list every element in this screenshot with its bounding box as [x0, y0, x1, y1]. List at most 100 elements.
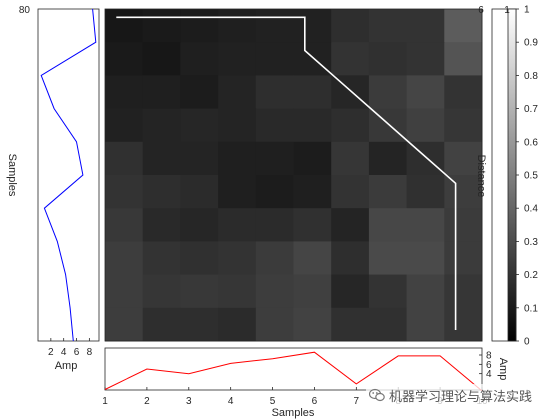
heatmap-cell [218, 75, 257, 110]
colorbar-tick-label: 0 [524, 337, 530, 348]
heatmap-cell [331, 307, 370, 342]
heatmap-cell [293, 274, 332, 309]
heatmap-cell [218, 241, 257, 276]
heatmap-cell [142, 208, 181, 242]
heatmap-cell [255, 241, 294, 276]
heatmap-cell [180, 141, 219, 176]
heatmap-cell [105, 175, 144, 209]
heatmap-cell [368, 9, 408, 43]
heatmap-cell [444, 307, 483, 342]
heatmap-cell [293, 75, 332, 110]
colorbar-tick-label: 0.7 [524, 104, 538, 115]
left-series-line [40, 8, 97, 342]
heatmap-cell [180, 108, 219, 143]
heatmap-cell [180, 175, 219, 209]
heatmap-cell [255, 307, 294, 342]
heatmap-cell [255, 274, 294, 309]
left-tick-label: 4 [61, 347, 67, 358]
bottom-x-tick-label: 7 [354, 396, 360, 407]
heatmap-cell [368, 75, 408, 110]
heatmap-cell [293, 141, 332, 176]
heatmap-cell [105, 141, 144, 176]
bottom-y-tick-label: 4 [486, 369, 492, 380]
heatmap-cell [293, 42, 332, 76]
bottom-x-tick-label: 4 [228, 396, 234, 407]
heatmap-cell [142, 141, 181, 176]
heatmap-cell [142, 175, 181, 209]
heatmap-cell [142, 307, 181, 342]
heatmap-cell [444, 9, 483, 43]
heatmap-cell [105, 307, 144, 342]
bottom-y-tick-label: 8 [486, 351, 492, 362]
heatmap-cell [331, 75, 370, 110]
heatmap-cell [368, 42, 408, 76]
heatmap-cell [331, 208, 370, 242]
colorbar-gradient [507, 8, 517, 342]
left-y-top-label: 80 [19, 5, 31, 16]
left-panel-frame [37, 8, 100, 342]
heatmap-cell [218, 208, 257, 242]
colorbar-tick-label: 0.6 [524, 137, 538, 148]
heatmap-ylabel-right: Distance [475, 155, 487, 198]
heatmap-cell [180, 307, 219, 342]
bottom-x-tick-label: 3 [186, 396, 192, 407]
bottom-x-tick-label: 6 [312, 396, 318, 407]
heatmap-cell [142, 42, 181, 76]
heatmap-cell [331, 42, 370, 76]
heatmap-cell [218, 108, 257, 143]
heatmap-cell [444, 141, 483, 176]
heatmap-cell [180, 208, 219, 242]
heatmap-cell [331, 108, 370, 143]
colorbar-tick-label: 0.3 [524, 237, 538, 248]
heatmap-cell [218, 175, 257, 209]
heatmap-cell [293, 108, 332, 143]
heatmap-cell [368, 108, 408, 143]
colorbar-tick-label: 1 [524, 5, 530, 16]
heatmap-cell [406, 9, 445, 43]
heatmap-cell [444, 175, 483, 209]
heatmap-cell [406, 307, 445, 342]
heatmap-cell [406, 141, 445, 176]
heatmap-panel [105, 9, 483, 342]
heatmap-cell [255, 108, 294, 143]
heatmap-cell [105, 208, 144, 242]
heatmap-cell [218, 141, 257, 176]
heatmap-cell [406, 108, 445, 143]
heatmap-cell [293, 9, 332, 43]
heatmap-cell [406, 208, 445, 242]
heatmap-cell [142, 108, 181, 143]
heatmap-cell [105, 241, 144, 276]
heatmap-cell [444, 241, 483, 276]
heatmap-cell [444, 75, 483, 110]
heatmap-cell [255, 175, 294, 209]
colorbar-tick-label: 0.1 [524, 303, 538, 314]
heatmap-cell [331, 274, 370, 309]
heatmap-cell [255, 42, 294, 76]
heatmap-cell [406, 42, 445, 76]
heatmap-cell [255, 208, 294, 242]
heatmap-cell [368, 141, 408, 176]
heatmap-cell [331, 241, 370, 276]
heatmap-cell [105, 42, 144, 76]
bottom-x-tick-label: 2 [144, 396, 150, 407]
heatmap-cell [444, 42, 483, 76]
heatmap-cell [406, 241, 445, 276]
heatmap-cell [105, 9, 144, 43]
bottom-series-line [104, 351, 483, 392]
heatmap-cell [293, 241, 332, 276]
heatmap-cell [218, 274, 257, 309]
heatmap-frame [104, 8, 483, 342]
colorbar-tick-label: 0.9 [524, 38, 538, 49]
watermark: 机器学习理论与算法实践 [366, 384, 536, 406]
heatmap-cell [142, 75, 181, 110]
heatmap-cell [255, 9, 294, 43]
colorbar-top-label: 1 [504, 5, 510, 16]
bottom-y-tick-label: 6 [486, 360, 492, 371]
heatmap-cell [331, 175, 370, 209]
heatmap-cell [444, 208, 483, 242]
heatmap-cell [368, 274, 408, 309]
heatmap-cell [255, 75, 294, 110]
heatmap-cell [368, 307, 408, 342]
heatmap-cell [368, 208, 408, 242]
